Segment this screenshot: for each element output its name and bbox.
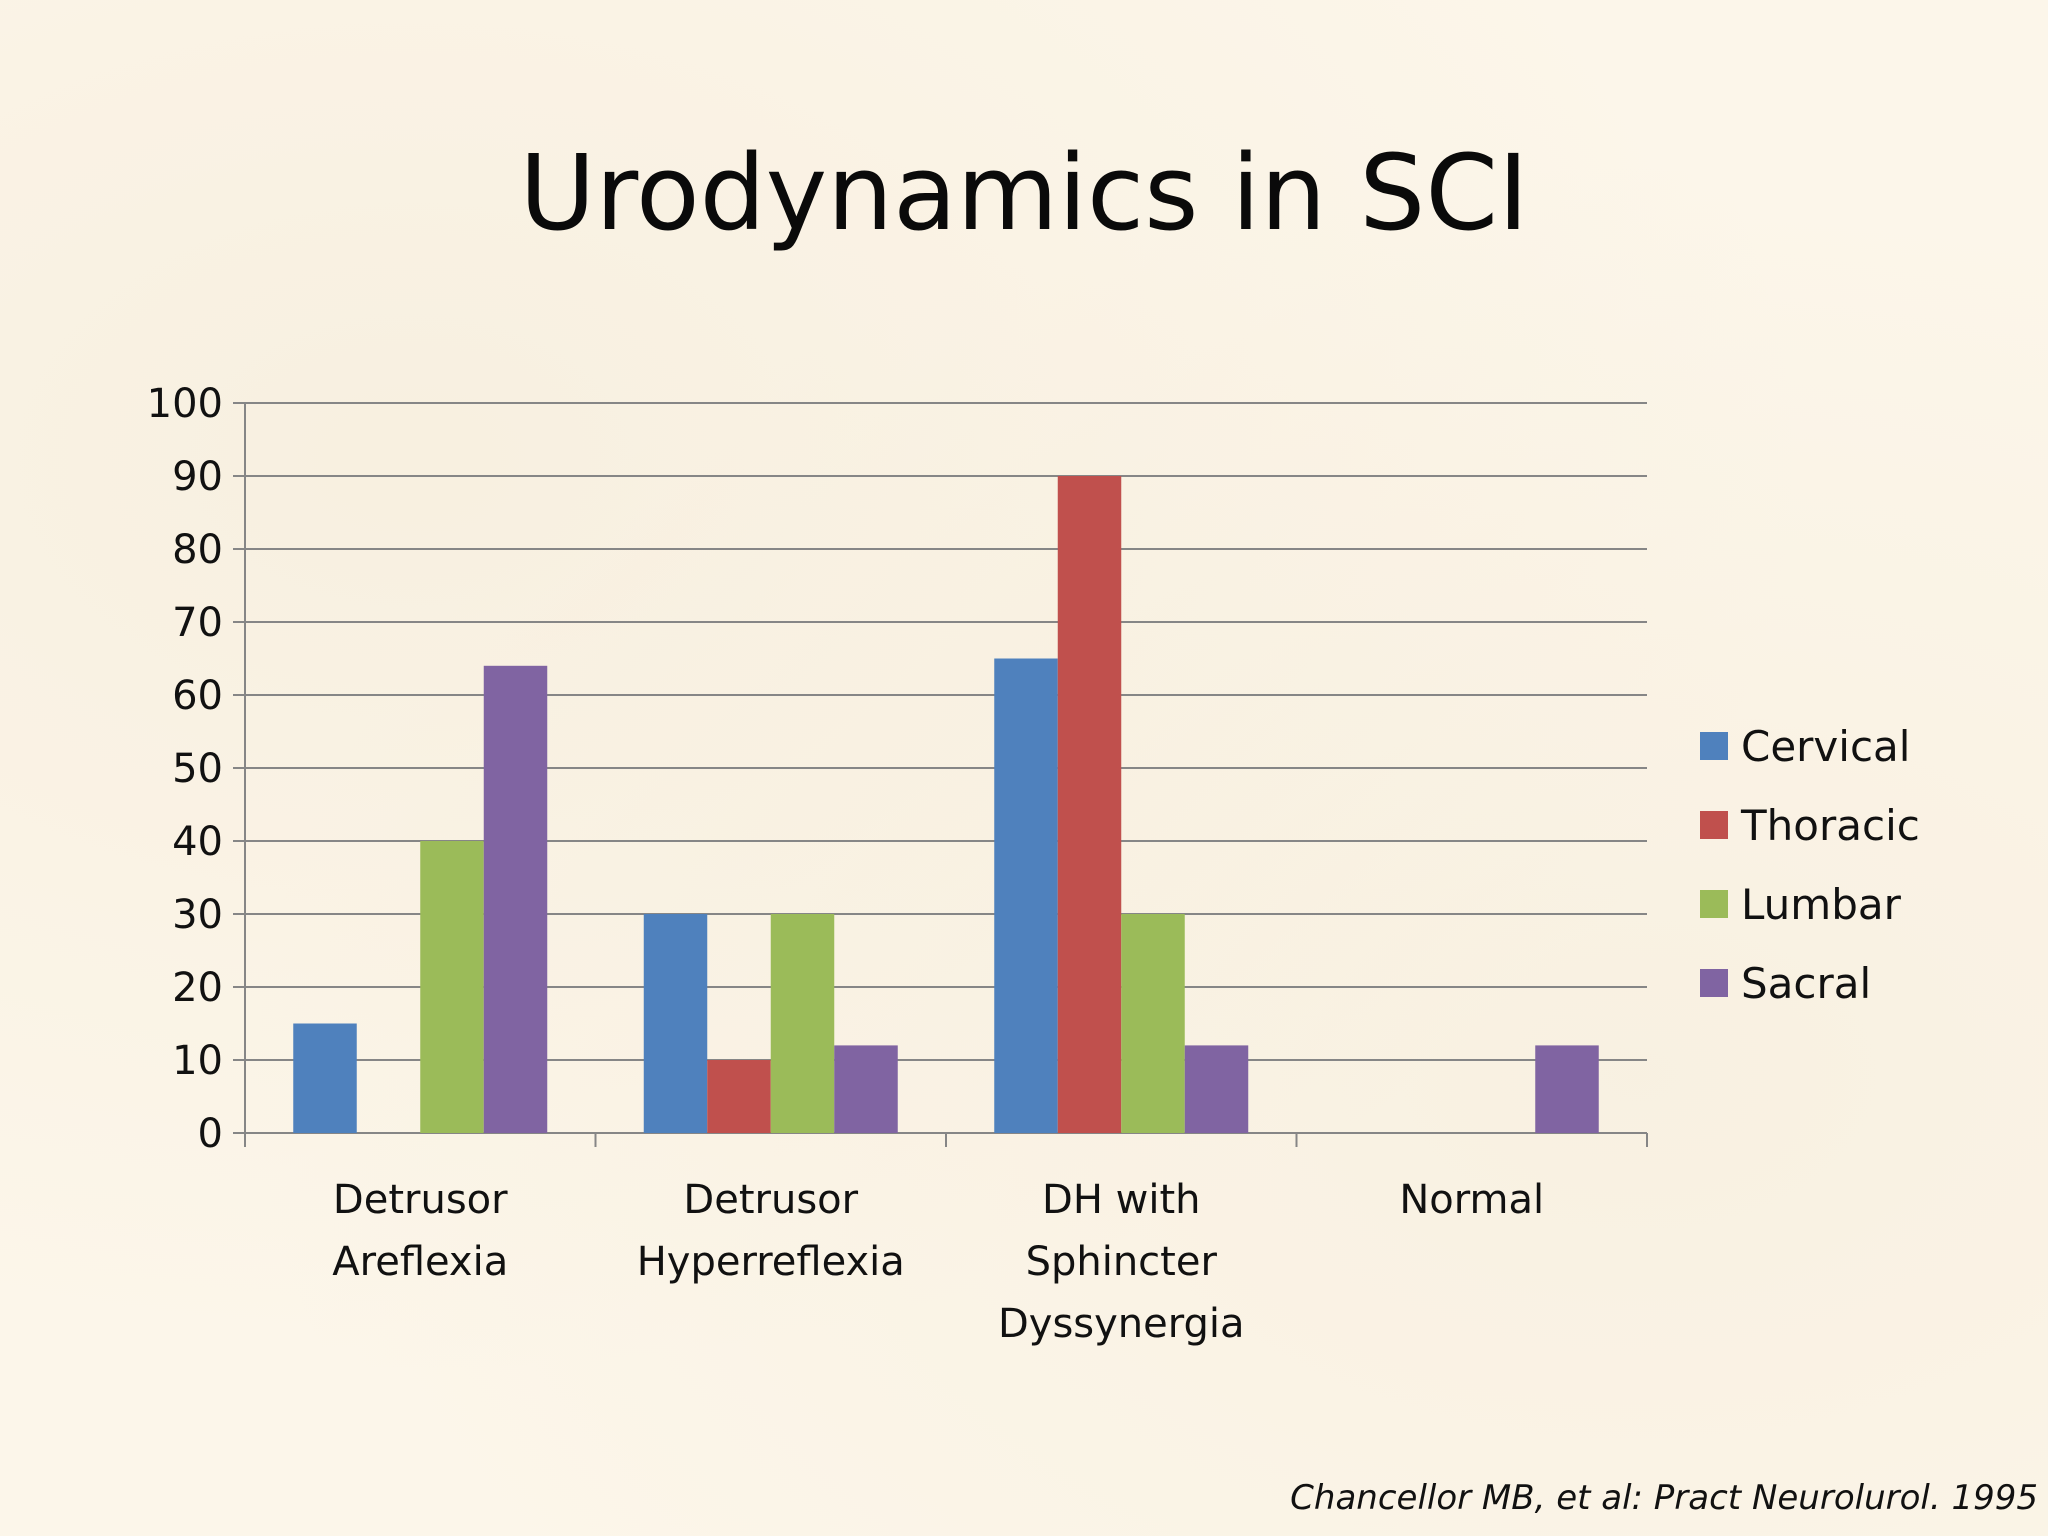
y-tick-label: 80 (172, 527, 223, 573)
bar-sacral (1535, 1045, 1599, 1133)
bar-cervical (293, 1023, 357, 1133)
x-tick-label: Hyperreflexia (637, 1239, 905, 1285)
bar-sacral (834, 1045, 898, 1133)
legend-swatch-sacral (1700, 969, 1728, 997)
legend-swatch-cervical (1700, 732, 1728, 760)
y-tick-label: 30 (172, 892, 223, 938)
x-tick-label: Dyssynergia (998, 1301, 1245, 1347)
y-tick-label: 40 (172, 819, 223, 865)
x-tick-label: Normal (1399, 1177, 1544, 1223)
bar-sacral (1184, 1045, 1249, 1133)
legend-swatch-thoracic (1700, 811, 1728, 839)
legend-swatch-lumbar (1700, 890, 1728, 918)
legend: Cervical Thoracic Lumbar Sacral (1700, 722, 1920, 1008)
y-tick-label: 20 (172, 965, 223, 1011)
bar-cervical (994, 658, 1058, 1133)
y-tick-label: 50 (172, 746, 223, 792)
y-tick-label: 10 (172, 1038, 223, 1084)
y-tick-label: 70 (172, 600, 223, 646)
bar-sacral (483, 665, 548, 1133)
x-tick-label: Sphincter (1026, 1239, 1218, 1285)
legend-label-thoracic: Thoracic (1740, 801, 1920, 850)
slide-title: Urodynamics in SCI (519, 132, 1529, 254)
y-tick-label: 100 (147, 381, 223, 427)
legend-label-lumbar: Lumbar (1741, 880, 1902, 929)
x-tick-label: Detrusor (683, 1177, 858, 1223)
bar-thoracic (1057, 476, 1122, 1133)
legend-label-cervical: Cervical (1741, 722, 1910, 771)
legend-label-sacral: Sacral (1741, 959, 1871, 1008)
x-tick-label: Areflexia (332, 1239, 508, 1285)
y-tick-label: 0 (198, 1111, 223, 1157)
bars (293, 476, 1599, 1133)
bar-thoracic (707, 1060, 771, 1133)
y-tick-labels: 0 10 20 30 40 50 60 70 80 90 100 (147, 381, 223, 1157)
citation: Chancellor MB, et al: Pract Neurolurol. … (1290, 1478, 2038, 1518)
bar-lumbar (420, 841, 484, 1133)
x-tick-label: Detrusor (333, 1177, 508, 1223)
bar-lumbar (770, 914, 835, 1133)
x-tick-label: DH with (1042, 1177, 1200, 1223)
bar-lumbar (1121, 914, 1185, 1133)
bar-cervical (643, 914, 708, 1133)
y-tick-label: 60 (172, 673, 223, 719)
x-tick-labels: Detrusor Areflexia Detrusor Hyperreflexia DH… (332, 1177, 1544, 1347)
y-tick-label: 90 (172, 454, 223, 500)
